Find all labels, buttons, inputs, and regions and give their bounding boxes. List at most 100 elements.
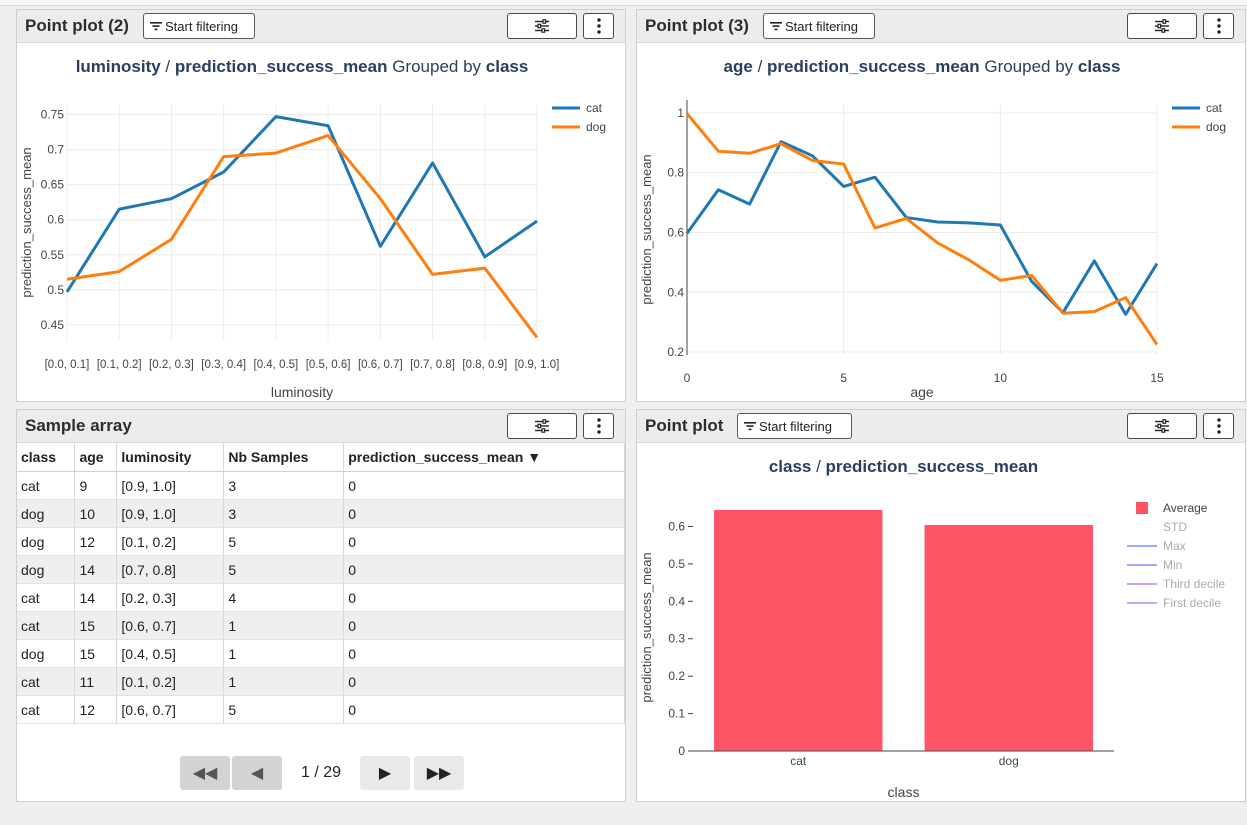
cell-age: 12 xyxy=(74,527,118,556)
cell-age: 10 xyxy=(74,499,118,528)
start-filtering-button[interactable]: Start filtering xyxy=(763,13,875,39)
page-indicator: 1 / 29 xyxy=(285,756,357,790)
chart-settings-button[interactable] xyxy=(1127,13,1197,39)
sliders-icon xyxy=(535,19,549,33)
filter-icon xyxy=(744,422,756,431)
chart-title-part: luminosity xyxy=(76,57,162,76)
more-options-button[interactable] xyxy=(1203,13,1234,39)
y-tick-label: 0.5 xyxy=(47,283,64,297)
y-tick-label: 1 xyxy=(677,106,684,120)
table-row[interactable]: cat 14 [0.2, 0.3] 4 0 xyxy=(17,583,625,612)
y-tick-label: 0.1 xyxy=(668,707,685,721)
chart-title: luminosity / prediction_success_mean Gro… xyxy=(76,57,529,76)
y-tick-label: 0.6 xyxy=(667,225,684,239)
x-axis-label: age xyxy=(910,384,934,400)
cell-nb-samples: 1 xyxy=(223,667,345,696)
x-tick-label: cat xyxy=(790,754,807,768)
table-row[interactable]: cat 12 [0.6, 0.7] 5 0 xyxy=(17,695,625,724)
cell-luminosity: [0.6, 0.7] xyxy=(116,611,225,640)
cell-age: 14 xyxy=(74,583,118,612)
chart-title-part: class xyxy=(486,57,529,76)
table-row[interactable]: dog 10 [0.9, 1.0] 3 0 xyxy=(17,499,625,528)
chart-title-part: class xyxy=(769,457,812,476)
column-header-age[interactable]: age xyxy=(74,443,118,472)
y-tick-label: 0.6 xyxy=(668,519,685,533)
start-filtering-label: Start filtering xyxy=(165,18,238,34)
bar-chart-class: class / prediction_success_mean 0 0.1 0.2 0.… xyxy=(639,457,1225,800)
sliders-icon xyxy=(1155,419,1169,433)
last-page-button[interactable]: ▶▶ xyxy=(414,756,464,790)
x-tick-label: 10 xyxy=(994,371,1008,385)
previous-page-button[interactable]: ◀ xyxy=(232,756,282,790)
column-header-nb-samples[interactable]: Nb Samples xyxy=(223,443,345,472)
double-right-arrow-icon: ▶▶ xyxy=(426,765,452,782)
bar-dog xyxy=(924,524,1093,751)
chart-title-part: / xyxy=(161,57,175,76)
double-left-arrow-icon: ◀◀ xyxy=(192,765,218,782)
table-settings-button[interactable] xyxy=(507,413,577,439)
filter-icon xyxy=(770,22,782,31)
x-tick-label: [0.3, 0.4] xyxy=(201,359,246,371)
more-options-button[interactable] xyxy=(583,413,614,439)
y-tick-label: 0.3 xyxy=(668,632,685,646)
cell-class: cat xyxy=(17,667,76,696)
start-filtering-button[interactable]: Start filtering xyxy=(737,413,852,439)
first-page-button[interactable]: ◀◀ xyxy=(180,756,230,790)
more-options-button[interactable] xyxy=(1203,413,1234,439)
line-chart-luminosity: luminosity / prediction_success_mean Gro… xyxy=(19,57,606,400)
cell-prediction-success-mean: 0 xyxy=(343,639,625,668)
table-row[interactable]: dog 12 [0.1, 0.2] 5 0 xyxy=(17,527,625,556)
panel-header: Point plot (3) Start filtering xyxy=(637,10,1245,43)
vertical-dots-icon xyxy=(596,418,601,434)
cell-luminosity: [0.9, 1.0] xyxy=(116,499,225,528)
column-header-luminosity[interactable]: luminosity xyxy=(116,443,225,472)
y-axis-label: prediction_success_mean xyxy=(19,147,34,297)
y-tick-label: 0.2 xyxy=(667,345,684,359)
start-filtering-button[interactable]: Start filtering xyxy=(143,13,255,39)
table-row[interactable]: dog 15 [0.4, 0.5] 1 0 xyxy=(17,639,625,668)
cell-luminosity: [0.1, 0.2] xyxy=(116,667,225,696)
filter-icon xyxy=(150,22,162,31)
more-options-button[interactable] xyxy=(583,13,614,39)
cell-class: dog xyxy=(17,499,76,528)
x-tick-label: 5 xyxy=(840,371,847,385)
sample-table: class age luminosity Nb Samples predicti… xyxy=(17,443,625,724)
chart-settings-button[interactable] xyxy=(507,13,577,39)
column-header-class[interactable]: class xyxy=(17,443,76,472)
cell-luminosity: [0.6, 0.7] xyxy=(116,695,225,724)
table-row[interactable]: cat 11 [0.1, 0.2] 1 0 xyxy=(17,667,625,696)
cell-luminosity: [0.1, 0.2] xyxy=(116,527,225,556)
table-row[interactable]: cat 9 [0.9, 1.0] 3 0 xyxy=(17,471,625,500)
cell-nb-samples: 1 xyxy=(223,639,345,668)
table-row[interactable]: cat 15 [0.6, 0.7] 1 0 xyxy=(17,611,625,640)
legend-label-third-decile: Third decile xyxy=(1163,577,1225,591)
chart-title-part: / xyxy=(811,457,825,476)
cell-age: 11 xyxy=(74,667,118,696)
cell-nb-samples: 5 xyxy=(223,695,345,724)
x-tick-label: [0.9, 1.0] xyxy=(515,359,560,371)
legend-label-cat: cat xyxy=(586,101,603,115)
y-tick-label: 0.5 xyxy=(668,557,685,571)
x-tick-label: [0.0, 0.1] xyxy=(45,359,90,371)
legend-label-dog: dog xyxy=(586,120,606,134)
x-tick-label: [0.1, 0.2] xyxy=(97,359,142,371)
table-row[interactable]: dog 14 [0.7, 0.8] 5 0 xyxy=(17,555,625,584)
panel-point-plot-age: Point plot (3) Start filtering age / pre… xyxy=(636,9,1246,402)
cell-class: dog xyxy=(17,639,76,668)
start-filtering-label: Start filtering xyxy=(785,18,858,34)
column-header-prediction-success-mean[interactable]: prediction_success_mean ▼ xyxy=(343,443,625,472)
chart-settings-button[interactable] xyxy=(1127,413,1197,439)
chart-title-part: prediction_success_mean xyxy=(826,457,1039,476)
page-indicator-text: 1 / 29 xyxy=(300,764,342,781)
legend-label-max: Max xyxy=(1163,539,1186,553)
next-page-button[interactable]: ▶ xyxy=(360,756,410,790)
vertical-dots-icon xyxy=(1216,418,1221,434)
series-line-cat xyxy=(685,140,1159,316)
right-arrow-icon: ▶ xyxy=(378,765,392,782)
chart-title: class / prediction_success_mean xyxy=(769,457,1038,476)
panel-point-plot-class: Point plot Start filtering class / predi… xyxy=(636,409,1246,802)
legend-label-std: STD xyxy=(1163,520,1187,534)
chart-title-part: Grouped by xyxy=(980,57,1078,76)
cell-luminosity: [0.2, 0.3] xyxy=(116,583,225,612)
x-tick-label: 15 xyxy=(1150,371,1164,385)
